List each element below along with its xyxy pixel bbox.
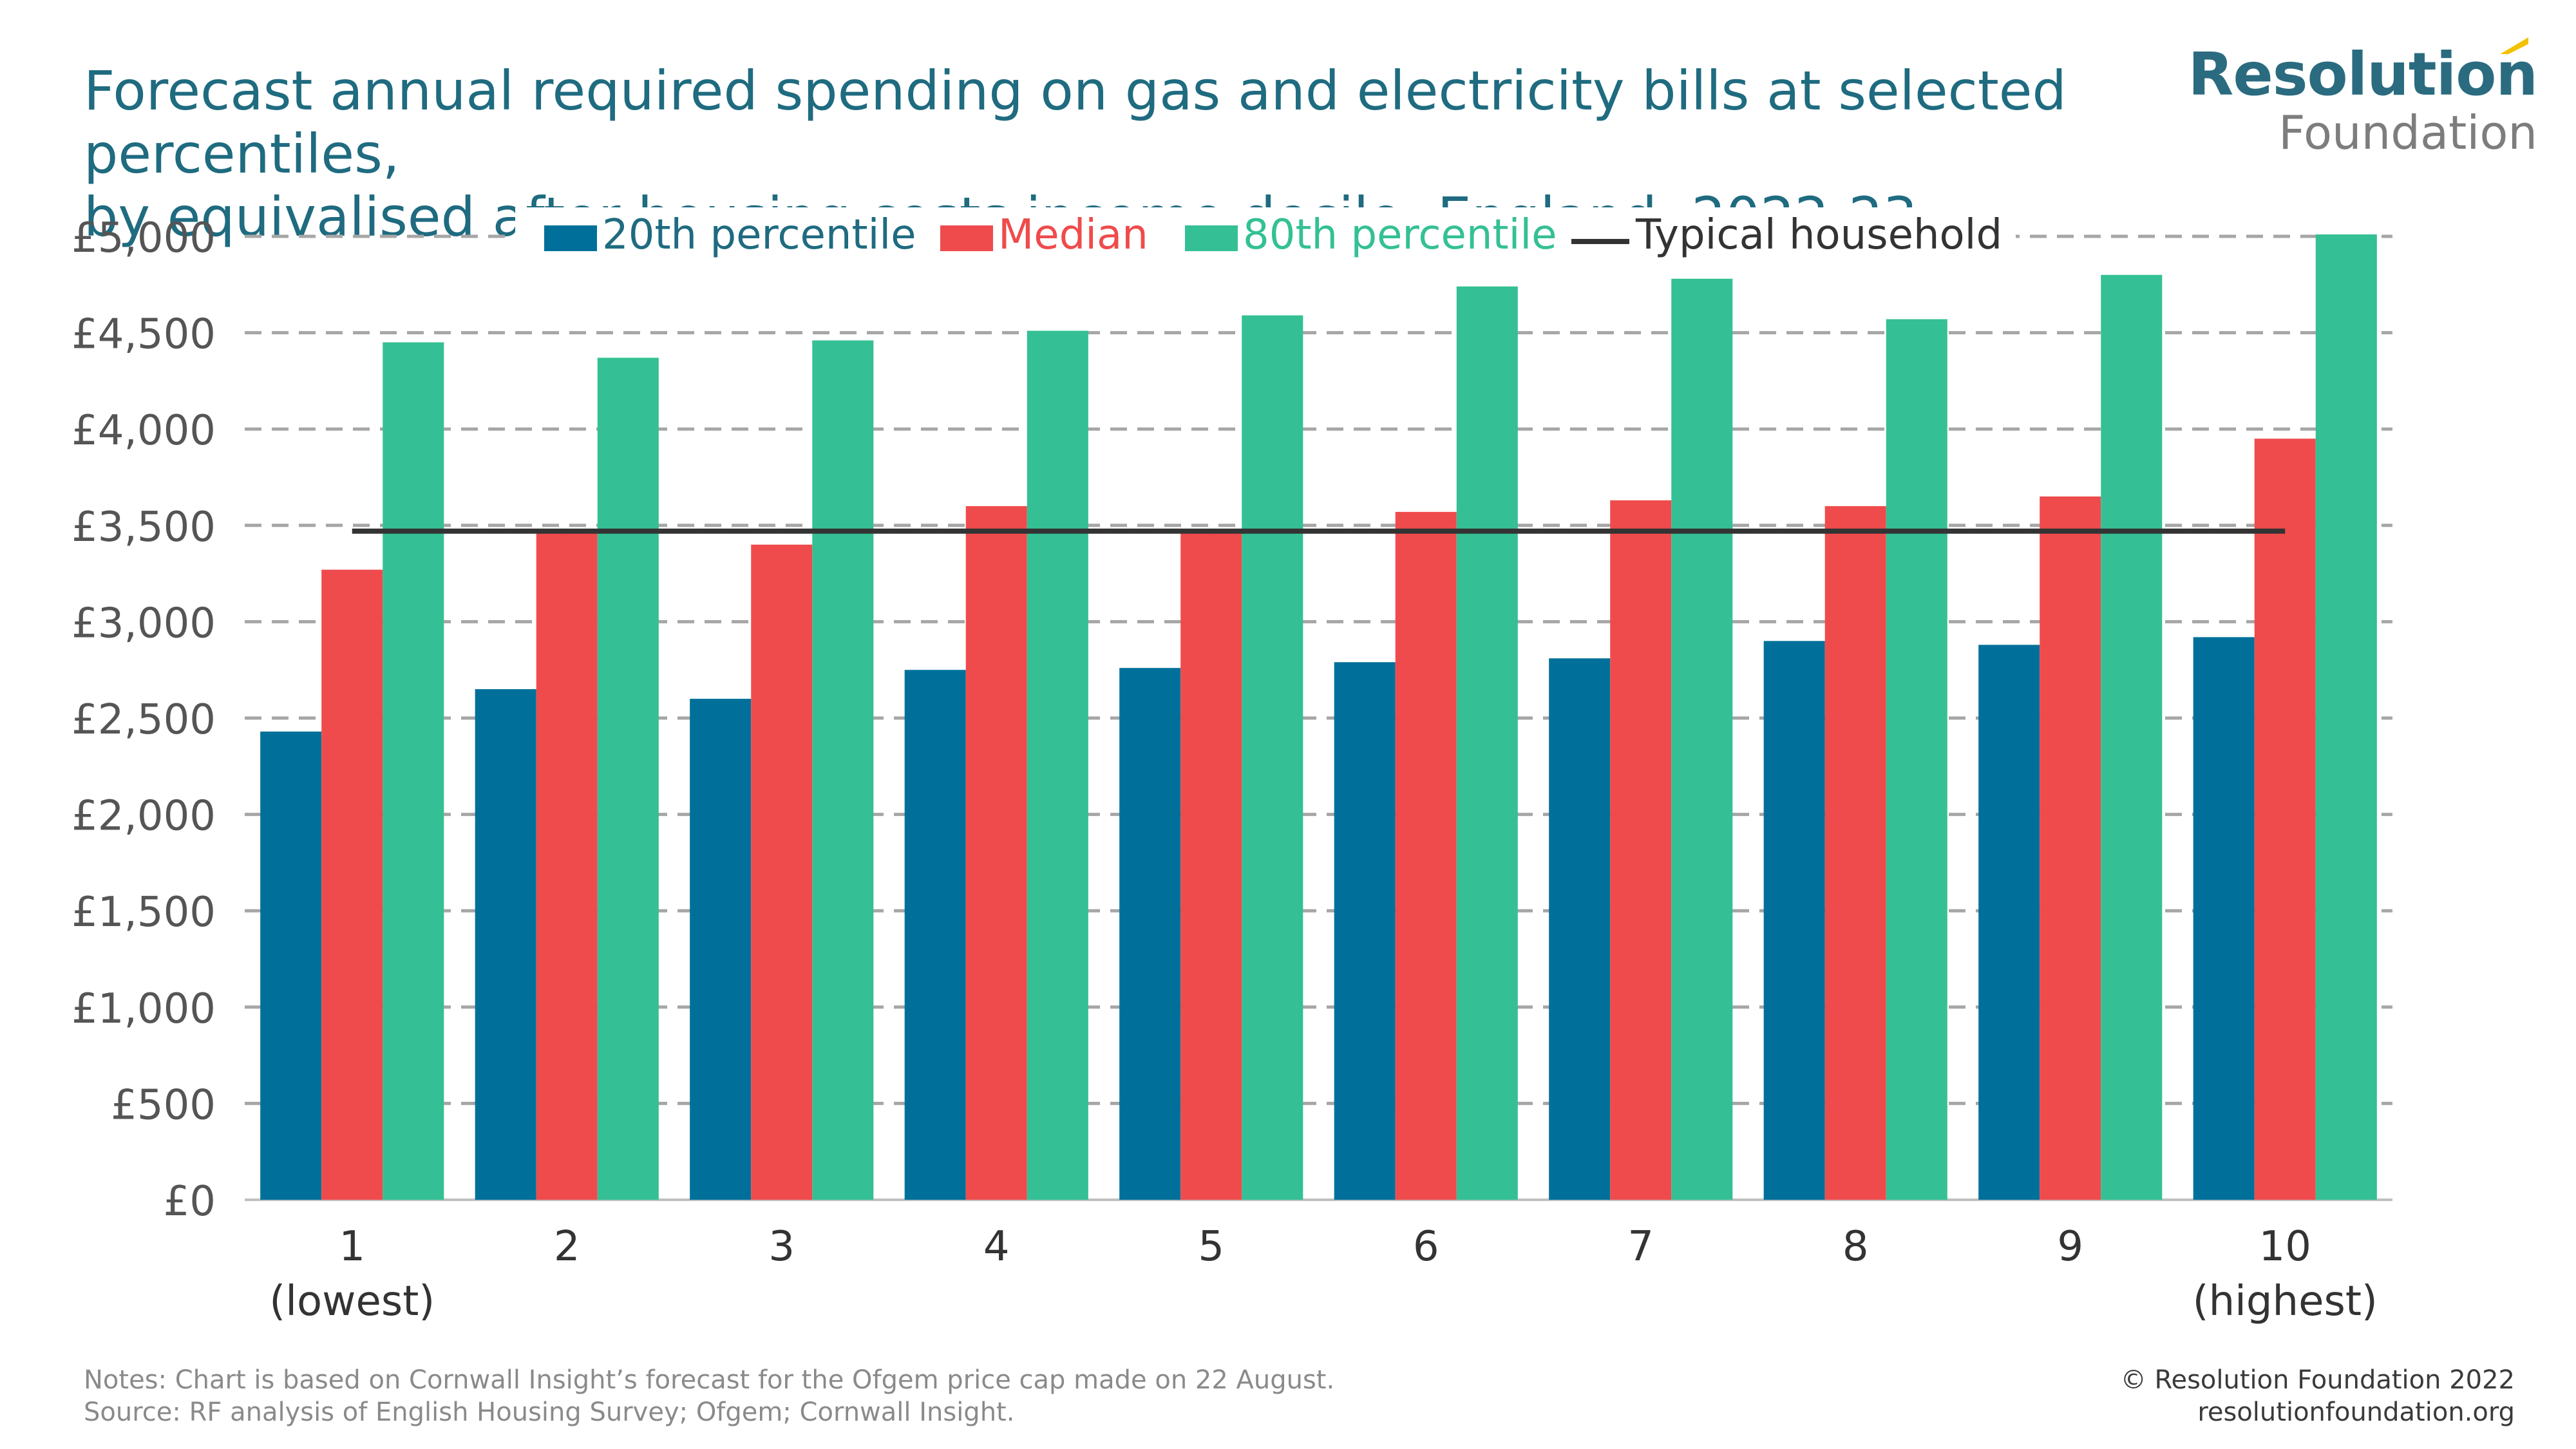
x-tick-label: 6	[1413, 1223, 1439, 1271]
x-tick-label: 5	[1198, 1223, 1224, 1271]
bar-median	[2040, 496, 2101, 1200]
x-tick-label: 2	[554, 1223, 580, 1271]
copyright-text: © Resolution Foundation 2022	[2120, 1365, 2515, 1395]
bar-20th-percentile	[475, 689, 536, 1200]
y-tick-label: £3,500	[71, 504, 216, 551]
bar-80th-percentile	[1671, 278, 1733, 1200]
legend-swatch	[940, 225, 993, 251]
bar-20th-percentile	[260, 731, 322, 1200]
source-text: Source: RF analysis of English Housing S…	[84, 1397, 1015, 1427]
bar-80th-percentile	[1886, 319, 1947, 1200]
legend-label: Typical household	[1635, 211, 2002, 259]
x-tick-label: 7	[1627, 1223, 1654, 1271]
bar-80th-percentile	[597, 357, 659, 1200]
bar-median	[1824, 506, 1886, 1200]
y-tick-label: £5,000	[71, 214, 216, 262]
legend-background	[515, 207, 2016, 267]
bar-median	[751, 544, 813, 1200]
bar-median	[536, 533, 598, 1200]
bar-median	[1610, 500, 1672, 1200]
legend-label: 80th percentile	[1243, 211, 1557, 259]
copyright-block: © Resolution Foundation 2022 resolutionf…	[2121, 1364, 2515, 1428]
bar-80th-percentile	[1242, 315, 1303, 1200]
bar-80th-percentile	[1456, 286, 1518, 1200]
y-tick-label: £1,500	[71, 889, 216, 936]
website-link[interactable]: resolutionfoundation.org	[2197, 1397, 2515, 1427]
bar-median	[1395, 511, 1457, 1200]
bar-20th-percentile	[904, 670, 966, 1200]
bar-20th-percentile	[1978, 645, 2040, 1200]
y-tick-label: £2,500	[71, 696, 216, 744]
bar-80th-percentile	[1027, 330, 1088, 1200]
bar-20th-percentile	[1334, 662, 1396, 1200]
legend-label: 20th percentile	[602, 211, 916, 259]
x-tick-label: 8	[1842, 1223, 1869, 1271]
x-tick-label: 1	[339, 1223, 365, 1271]
bar-20th-percentile	[2193, 637, 2255, 1200]
bar-20th-percentile	[690, 699, 752, 1200]
y-tick-label: £4,500	[71, 311, 216, 359]
y-tick-label: £1,000	[71, 985, 216, 1033]
y-tick-label: £2,000	[71, 793, 216, 840]
bar-20th-percentile	[1119, 668, 1181, 1200]
legend-swatch	[544, 225, 597, 251]
bar-80th-percentile	[812, 340, 874, 1200]
y-tick-label: £4,000	[71, 407, 216, 455]
chart-title-line-1: Forecast annual required spending on gas…	[84, 59, 2067, 185]
notes-text: Notes: Chart is based on Cornwall Insigh…	[84, 1365, 1335, 1395]
bar-80th-percentile	[2315, 234, 2377, 1200]
y-tick-label: £3,000	[71, 600, 216, 647]
x-tick-label: 9	[2057, 1223, 2083, 1271]
bar-median	[1180, 529, 1242, 1200]
y-tick-label: £0	[164, 1178, 216, 1226]
x-tick-label: 10	[2259, 1223, 2311, 1271]
x-tick-label: 4	[983, 1223, 1010, 1271]
legend-label: Median	[998, 211, 1148, 259]
x-tick-sublabel: (lowest)	[269, 1278, 435, 1325]
x-tick-sublabel: (highest)	[2193, 1278, 2378, 1325]
bar-median	[965, 506, 1027, 1200]
bar-20th-percentile	[1763, 641, 1825, 1200]
bar-20th-percentile	[1549, 658, 1611, 1200]
bar-median	[321, 569, 383, 1200]
bar-80th-percentile	[383, 342, 444, 1200]
bar-median	[2254, 439, 2316, 1200]
legend-swatch	[1185, 225, 1238, 251]
chart-notes: Notes: Chart is based on Cornwall Insigh…	[84, 1364, 1334, 1428]
resolution-foundation-logo: Resolution Foundation	[2188, 37, 2538, 160]
logo-main-text: Resolution	[2188, 40, 2538, 109]
logo-sub-text: Foundation	[2278, 106, 2537, 160]
y-tick-label: £500	[111, 1081, 216, 1129]
bar-80th-percentile	[2101, 274, 2163, 1200]
x-tick-label: 3	[768, 1223, 795, 1271]
